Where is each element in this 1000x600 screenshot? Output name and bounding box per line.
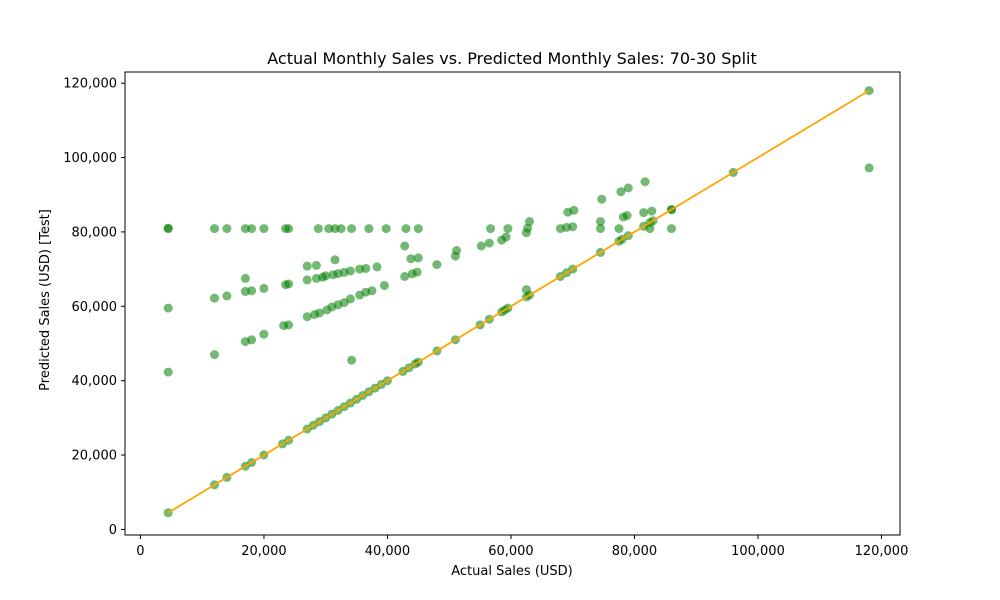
x-tick-label: 100,000 bbox=[731, 544, 785, 559]
data-point bbox=[372, 262, 382, 272]
data-point bbox=[432, 260, 442, 270]
data-point bbox=[639, 208, 649, 218]
data-point bbox=[501, 232, 511, 242]
data-point bbox=[364, 224, 374, 234]
data-point bbox=[315, 308, 324, 318]
data-point bbox=[614, 224, 624, 234]
data-point bbox=[345, 294, 355, 304]
data-point bbox=[163, 223, 173, 233]
x-tick-label: 40,000 bbox=[365, 544, 411, 559]
data-point bbox=[596, 224, 605, 234]
data-point bbox=[284, 224, 294, 234]
data-point bbox=[379, 281, 389, 290]
data-point bbox=[622, 211, 632, 220]
data-point bbox=[596, 217, 605, 226]
y-tick-label: 100,000 bbox=[63, 151, 117, 166]
data-point bbox=[367, 286, 377, 296]
data-point bbox=[667, 224, 676, 234]
data-point bbox=[597, 194, 607, 204]
x-axis-label: Actual Sales (USD) bbox=[451, 564, 573, 579]
data-point bbox=[321, 271, 331, 281]
data-point bbox=[302, 261, 312, 271]
data-point bbox=[222, 291, 232, 301]
y-tick-label: 20,000 bbox=[72, 449, 118, 464]
data-point bbox=[452, 246, 462, 255]
y-tick-label: 80,000 bbox=[72, 225, 118, 240]
data-point bbox=[284, 279, 294, 289]
data-point bbox=[569, 205, 579, 215]
chart-title: Actual Monthly Sales vs. Predicted Month… bbox=[267, 49, 756, 68]
data-point bbox=[401, 224, 411, 234]
reference-line bbox=[167, 89, 870, 514]
data-point bbox=[302, 312, 312, 322]
data-point bbox=[406, 254, 416, 264]
data-point bbox=[240, 273, 250, 283]
data-point bbox=[210, 224, 219, 234]
data-point bbox=[222, 224, 232, 234]
x-tick-label: 0 bbox=[136, 544, 144, 559]
data-point bbox=[347, 355, 357, 365]
data-point bbox=[413, 253, 423, 263]
x-tick-label: 20,000 bbox=[241, 544, 287, 559]
data-point bbox=[503, 224, 513, 234]
y-tick-label: 60,000 bbox=[72, 300, 118, 315]
data-point bbox=[240, 224, 250, 234]
data-point bbox=[864, 163, 874, 173]
data-point bbox=[330, 255, 340, 265]
data-point bbox=[313, 224, 323, 234]
data-point bbox=[247, 224, 257, 234]
data-point bbox=[324, 224, 334, 234]
data-point bbox=[647, 206, 657, 216]
x-tick-label: 120,000 bbox=[855, 544, 909, 559]
x-tick-label: 60,000 bbox=[488, 544, 534, 559]
data-point bbox=[284, 320, 294, 330]
data-point bbox=[412, 267, 422, 277]
data-point bbox=[640, 177, 650, 187]
data-point bbox=[400, 272, 410, 281]
data-point bbox=[259, 283, 269, 293]
data-point bbox=[247, 286, 257, 296]
data-point bbox=[302, 275, 312, 285]
data-point bbox=[345, 266, 355, 276]
axes-frame bbox=[124, 71, 901, 536]
data-point bbox=[413, 224, 423, 234]
data-point bbox=[476, 241, 486, 251]
series-line bbox=[167, 89, 870, 514]
x-axis-ticks: 0 20,000 40,000 60,000 80,000 100,000 120,000 bbox=[136, 535, 908, 559]
data-point bbox=[311, 260, 321, 270]
data-point bbox=[568, 222, 578, 232]
x-tick-label: 80,000 bbox=[612, 544, 658, 559]
data-point bbox=[210, 350, 219, 360]
data-point bbox=[361, 263, 371, 273]
data-point bbox=[400, 241, 410, 251]
data-point bbox=[259, 329, 269, 339]
y-axis-label: Predicted Sales (USD) [Test] bbox=[38, 209, 53, 391]
data-point bbox=[163, 367, 173, 377]
y-axis-ticks: 0 20,000 40,000 60,000 80,000 100,000 120,000 bbox=[63, 77, 125, 538]
data-point bbox=[259, 224, 269, 234]
data-point bbox=[645, 224, 655, 234]
y-tick-label: 120,000 bbox=[63, 77, 117, 92]
data-point bbox=[616, 187, 626, 197]
data-point bbox=[247, 335, 257, 345]
y-tick-label: 0 bbox=[109, 523, 117, 538]
data-point bbox=[347, 224, 357, 234]
data-point bbox=[210, 293, 219, 303]
data-point bbox=[163, 303, 173, 313]
data-point bbox=[484, 238, 494, 248]
data-point bbox=[486, 224, 496, 234]
y-tick-label: 40,000 bbox=[72, 374, 118, 389]
data-point bbox=[623, 183, 633, 193]
data-point bbox=[336, 224, 346, 234]
data-points bbox=[163, 86, 874, 518]
data-point bbox=[525, 217, 534, 226]
data-point bbox=[381, 224, 391, 234]
